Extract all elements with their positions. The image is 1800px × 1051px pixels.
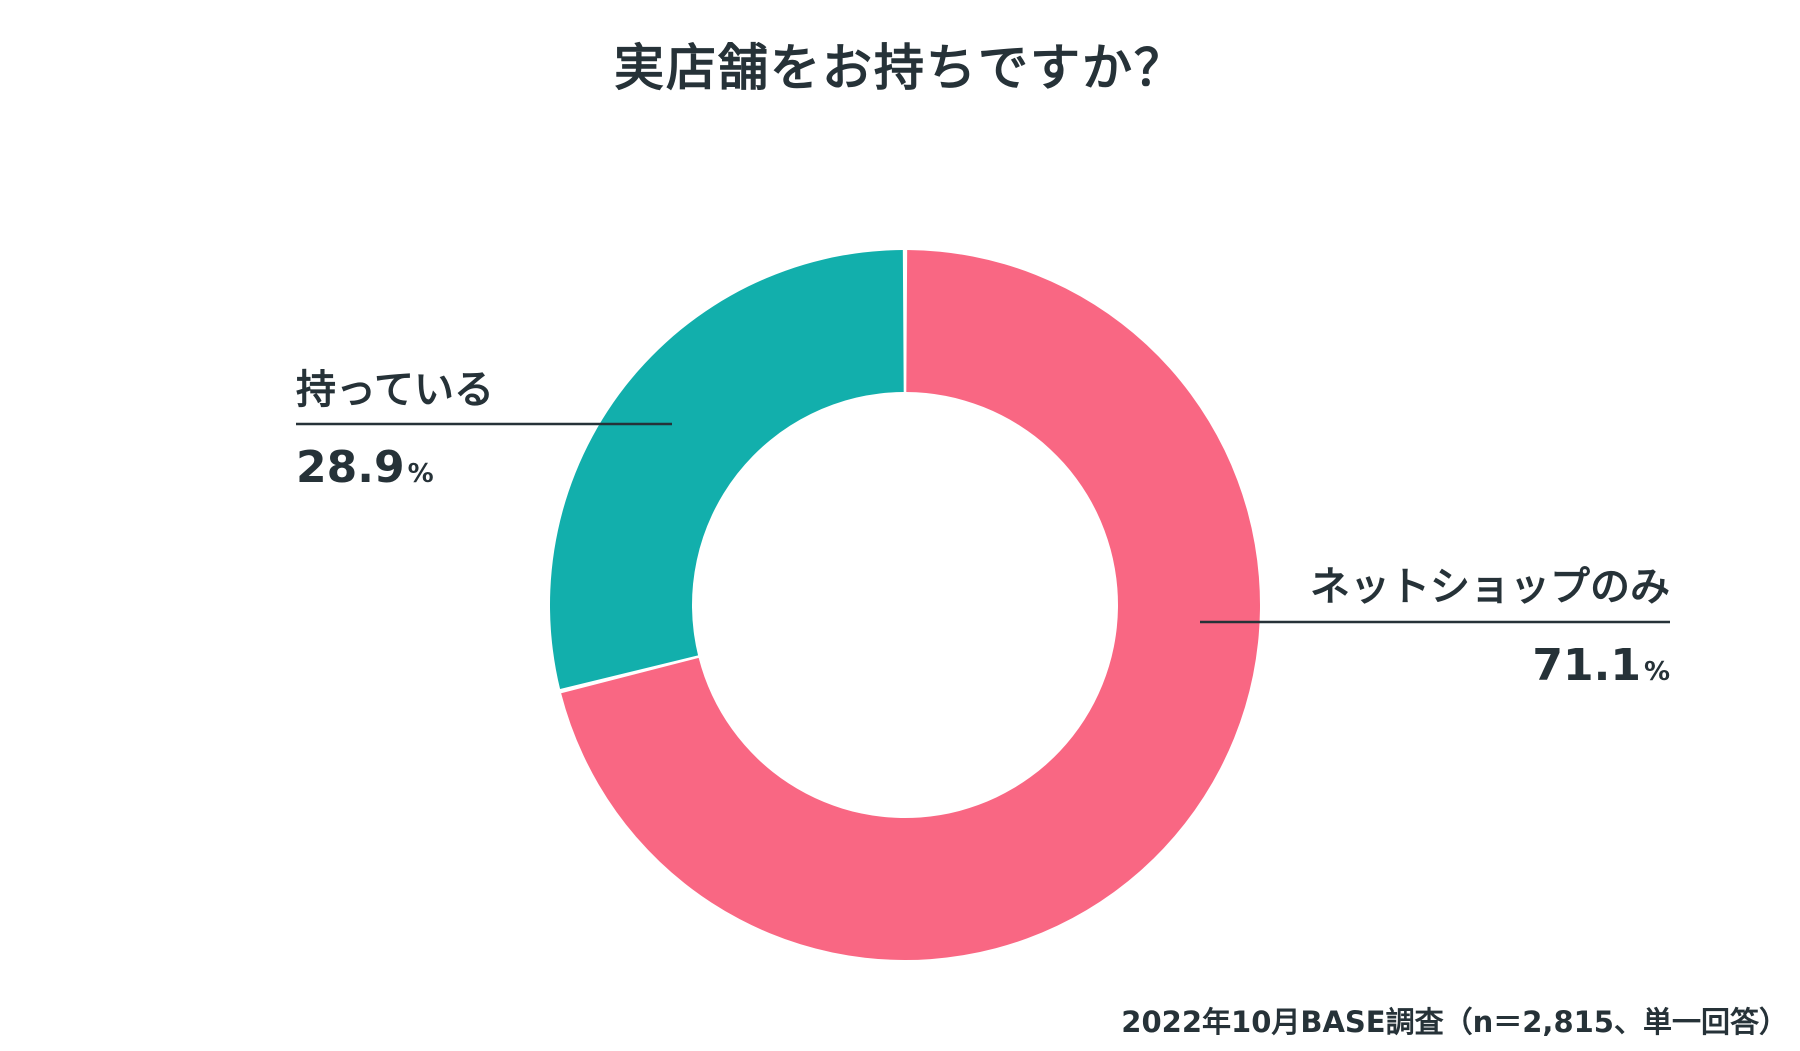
chart-title: 実店舗をお持ちですか？ [614, 39, 1186, 97]
slice-1 [550, 250, 904, 690]
slice-value-1: 28.9% [296, 442, 434, 493]
slices-group [550, 250, 1260, 961]
slice-0 [561, 250, 1260, 961]
labels-group: ネットショップのみ 71.1 % 持っている 28.9% [296, 367, 1670, 691]
slice-label-0: ネットショップのみ [1310, 564, 1670, 610]
slice-label-1: 持っている [296, 367, 494, 413]
slice-value-0: 71.1% [1532, 640, 1670, 691]
source-note: 2022年10月BASE調査（n＝2,815、単一回答） [1121, 1005, 1788, 1039]
